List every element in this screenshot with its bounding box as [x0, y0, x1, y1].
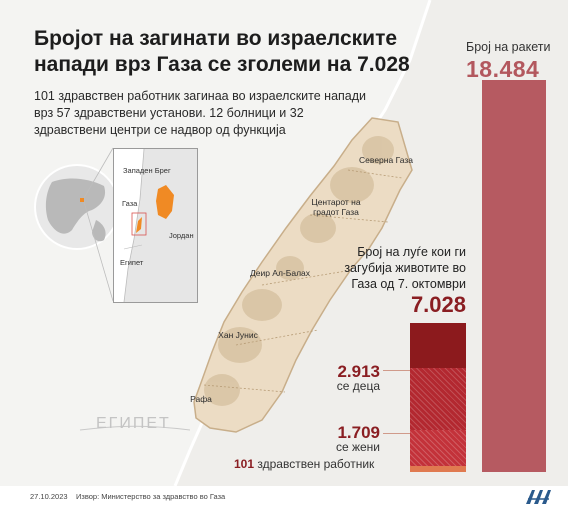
workers-segment	[410, 466, 466, 472]
footer: 27.10.2023 Извор: Министерство за здравс…	[0, 486, 568, 517]
inset-map: Западен Брег Газа Јордан Египет	[113, 148, 198, 303]
inset-label-egypt: Египет	[120, 258, 144, 267]
region-borders	[203, 169, 403, 393]
children-segment	[410, 368, 466, 430]
egypt-border	[79, 425, 191, 431]
region-label-deir: Деир Ал-Балах	[250, 268, 311, 278]
children-value: 2.913	[337, 362, 380, 381]
footer-date: 27.10.2023	[30, 492, 68, 501]
women-leader-line	[383, 433, 410, 434]
children-leader-line	[383, 370, 410, 371]
footer-source: Извор: Министерство за здравство во Газа	[76, 492, 226, 501]
women-value: 1.709	[337, 423, 380, 442]
region-label-center-2: градот Газа	[313, 207, 359, 217]
workers-value: 101	[234, 457, 255, 471]
inset-label-jordan: Јордан	[169, 231, 194, 240]
rockets-label: Број на ракети	[466, 40, 551, 54]
subtitle: 101 здравствен работник загинаа во израе…	[34, 89, 367, 137]
deaths-bar	[410, 323, 466, 472]
region-label-center-1: Центарот на	[311, 197, 360, 207]
region-label-rafah: Рафа	[190, 394, 212, 404]
women-segment	[410, 430, 466, 466]
rockets-bar	[482, 80, 546, 472]
title-line-1: Бројот на загинати во израелските	[34, 27, 398, 50]
children-caption: се деца	[336, 379, 380, 393]
women-caption: се жени	[335, 440, 380, 454]
globe-icon	[34, 147, 120, 302]
inset-label-gaza: Газа	[122, 199, 138, 208]
deaths-label: Број на луѓе кои ги загубија животите во…	[344, 245, 466, 291]
inset-map-graphic	[114, 149, 197, 302]
inset-label-west-bank: Западен Брег	[123, 166, 171, 175]
urban-areas	[204, 136, 394, 406]
region-label-khan: Хан Јунис	[218, 330, 258, 340]
page-title: Бројот на загинати во израелските напади…	[34, 26, 444, 78]
workers-caption: здравствен работник	[257, 457, 375, 471]
aa-logo-icon	[526, 490, 551, 504]
workers-row: 101 здравствен работник	[234, 457, 374, 471]
deaths-value: 7.028	[410, 292, 466, 317]
region-label-north: Северна Газа	[359, 155, 413, 165]
country-label-egypt: ЕГИПЕТ	[96, 415, 171, 432]
rockets-value: 18.484	[466, 56, 540, 82]
title-line-2: напади врз Газа се зголеми на 7.028	[34, 53, 410, 76]
